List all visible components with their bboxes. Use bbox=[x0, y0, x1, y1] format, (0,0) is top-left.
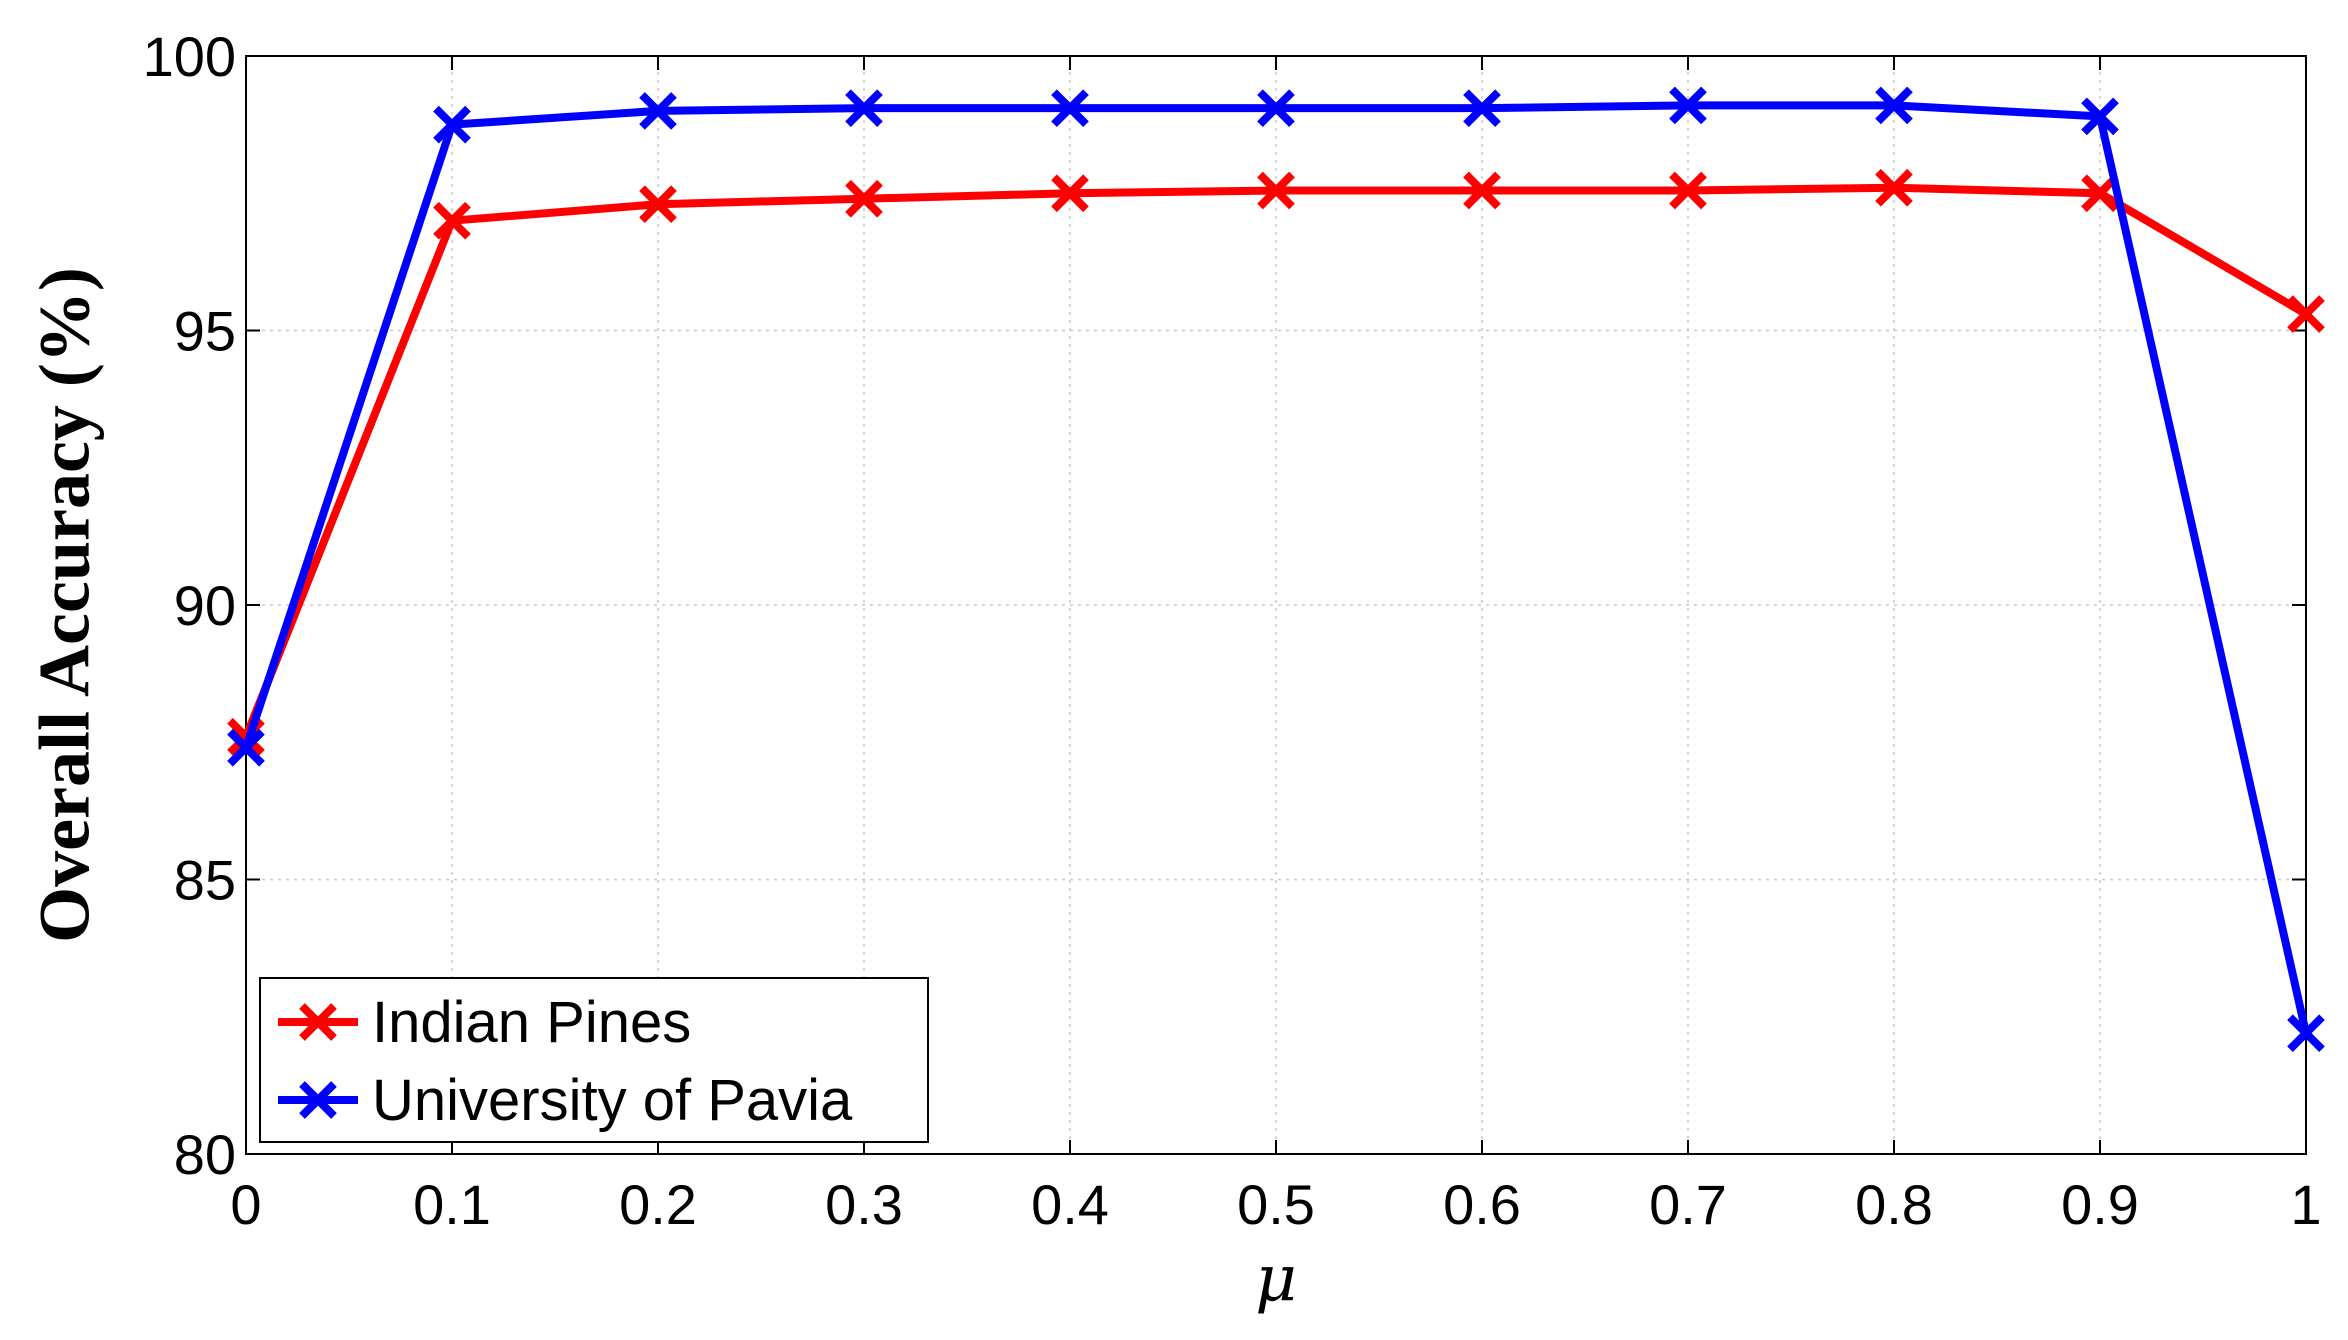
grid-lines bbox=[246, 56, 2306, 1154]
data-point-marker bbox=[845, 179, 883, 218]
data-point-marker bbox=[845, 89, 883, 127]
y-axis-label: Overall Accuracy (%) bbox=[25, 267, 105, 943]
x-tick-label: 0.5 bbox=[1237, 1173, 1315, 1236]
x-tick-label: 0.7 bbox=[1649, 1173, 1727, 1236]
data-point-marker bbox=[433, 201, 471, 240]
data-point-marker bbox=[433, 105, 471, 144]
y-tick-label: 95 bbox=[174, 300, 236, 363]
x-tick-label: 1 bbox=[2290, 1173, 2321, 1236]
x-tick-label: 0.2 bbox=[619, 1173, 697, 1236]
x-tick-label: 0.8 bbox=[1855, 1173, 1933, 1236]
y-tick-label: 80 bbox=[174, 1123, 236, 1186]
data-point-marker bbox=[1875, 168, 1913, 207]
legend-label: University of Pavia bbox=[372, 1068, 853, 1133]
data-point-marker bbox=[1257, 89, 1295, 127]
data-point-marker bbox=[227, 728, 265, 767]
x-tick-label: 0.4 bbox=[1031, 1173, 1109, 1236]
data-point-marker bbox=[1051, 89, 1089, 127]
legend-item: Indian Pines bbox=[278, 990, 691, 1055]
legend-label: Indian Pines bbox=[372, 990, 691, 1055]
data-point-marker bbox=[2287, 1014, 2325, 1053]
data-point-marker bbox=[1463, 171, 1501, 210]
legend-box bbox=[259, 977, 929, 1143]
legend-item: University of Pavia bbox=[278, 1068, 853, 1133]
tick-labels: 0 0.1 0.2 0.3 0.4 0.5 0.6 0.7 0.8 0.9 1 80 85 90 95 100 bbox=[143, 25, 2322, 1236]
series-line bbox=[242, 183, 2309, 739]
y-tick-label: 85 bbox=[174, 849, 236, 912]
y-tick-label: 100 bbox=[143, 25, 236, 88]
series-layer bbox=[227, 86, 2325, 1053]
data-point-marker bbox=[2081, 174, 2119, 213]
data-point-marker bbox=[1669, 171, 1707, 210]
data-point-marker bbox=[1875, 86, 1913, 125]
series-university-of-pavia bbox=[227, 86, 2325, 1053]
x-axis-label: μ bbox=[1255, 1242, 1297, 1316]
legend: Indian Pines University of Pavia bbox=[259, 977, 929, 1143]
x-tick-label: 0.6 bbox=[1443, 1173, 1521, 1236]
data-point-marker bbox=[1257, 171, 1295, 210]
x-tick-label: 0.9 bbox=[2061, 1173, 2139, 1236]
data-point-marker bbox=[639, 185, 677, 224]
data-point-marker bbox=[1051, 174, 1089, 213]
data-point-marker bbox=[1463, 89, 1501, 127]
x-tick-label: 0.1 bbox=[413, 1173, 491, 1236]
x-tick-label: 0 bbox=[230, 1173, 261, 1236]
y-tick-label: 90 bbox=[174, 574, 236, 637]
data-point-marker bbox=[2081, 97, 2119, 136]
data-point-marker bbox=[639, 92, 677, 130]
x-tick-label: 0.3 bbox=[825, 1173, 903, 1236]
data-point-marker bbox=[2287, 295, 2325, 333]
data-point-marker bbox=[1669, 86, 1707, 125]
